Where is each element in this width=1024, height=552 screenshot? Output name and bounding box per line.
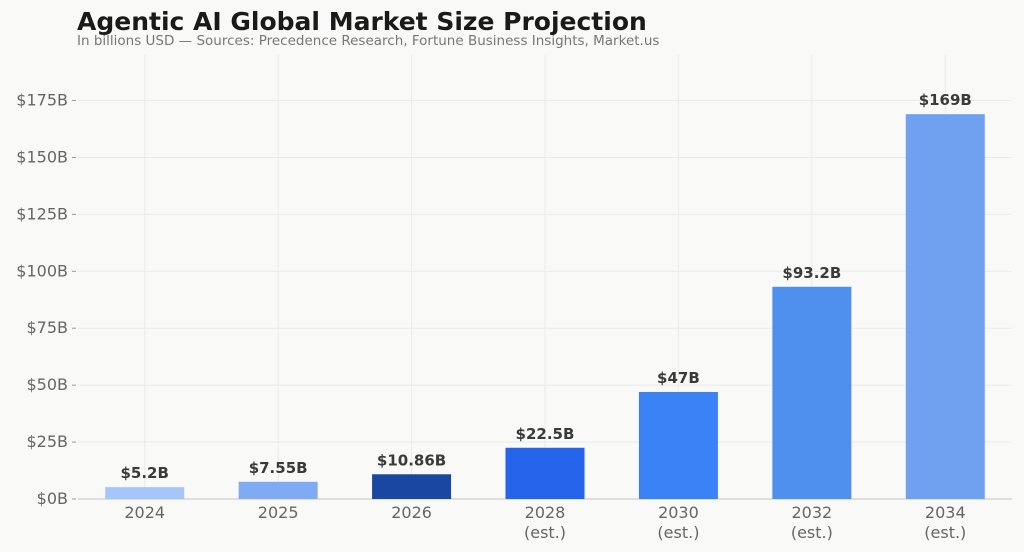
y-tick-label: $25B — [26, 432, 68, 451]
data-label: $47B — [657, 369, 700, 387]
bar-2026 — [372, 474, 452, 499]
chart-title: Agentic AI Global Market Size Projection — [77, 7, 647, 36]
data-label: $169B — [919, 91, 972, 109]
bar-2024 — [105, 487, 185, 499]
x-tick-label: 2028 — [525, 503, 566, 522]
y-tick-label: $125B — [16, 204, 68, 223]
x-tick-label: 2032 — [791, 503, 832, 522]
data-label: $5.2B — [120, 464, 168, 482]
x-tick-label: 2030 — [658, 503, 699, 522]
y-tick-label: $175B — [16, 91, 68, 110]
x-tick-label: 2024 — [124, 503, 165, 522]
x-tick-label: (est.) — [924, 523, 966, 542]
y-tick-label: $50B — [26, 375, 68, 394]
bar-2025 — [238, 481, 318, 499]
bar-2028 — [505, 447, 585, 499]
chart-subtitle: In billions USD — Sources: Precedence Re… — [77, 33, 659, 49]
x-tick-label: 2034 — [925, 503, 966, 522]
y-axis: $0B $25B $50B $75B $100B $125B $150B $175B — [16, 91, 76, 508]
y-tick-label: $150B — [16, 147, 68, 166]
bar-2034 — [905, 114, 985, 499]
bar-2032 — [772, 286, 852, 499]
y-tick-label: $75B — [26, 318, 68, 337]
y-tick-label: $0B — [37, 489, 68, 508]
data-label: $22.5B — [516, 425, 575, 443]
y-tick-label: $100B — [16, 261, 68, 280]
bars — [105, 114, 985, 499]
bar-2030 — [638, 391, 718, 499]
data-label: $7.55B — [249, 459, 308, 477]
data-label: $10.86B — [377, 451, 446, 469]
x-tick-label: (est.) — [657, 523, 699, 542]
data-label: $93.2B — [782, 264, 841, 282]
data-labels: $5.2B $7.55B $10.86B $22.5B $47B $93.2B $169B — [120, 91, 971, 482]
x-tick-label: (est.) — [524, 523, 566, 542]
x-tick-label: 2025 — [258, 503, 299, 522]
x-tick-label: 2026 — [391, 503, 432, 522]
x-axis: 2024 2025 2026 2028(est.)2030(est.)2032(est… — [124, 503, 966, 542]
x-tick-label: (est.) — [791, 523, 833, 542]
